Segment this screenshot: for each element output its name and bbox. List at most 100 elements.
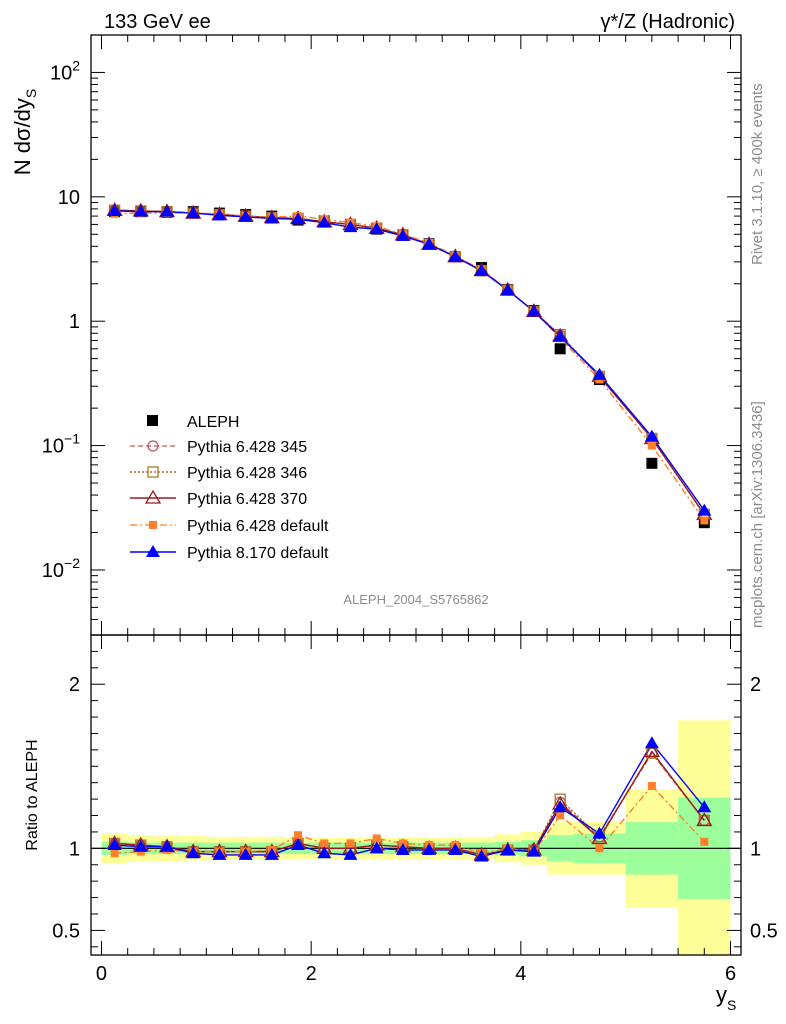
ratio-point-pythia-6-default xyxy=(372,834,381,843)
x-axis-label: yS xyxy=(716,982,736,1013)
ratio-y-axis-label: Ratio to ALEPH xyxy=(24,739,41,850)
ratio-point-pythia-8-default xyxy=(107,838,122,851)
main-y-axis-label: N dσ/dyS xyxy=(10,89,39,176)
main-point-pythia-8-default xyxy=(160,204,175,217)
ratio-point-pythia-6-default xyxy=(647,781,656,790)
main-point-pythia-8-default xyxy=(291,212,306,225)
x-tick-label: 4 xyxy=(515,963,526,985)
main-point-pythia-8-default xyxy=(697,503,712,516)
ratio-uncertainty-bands xyxy=(101,720,731,955)
ratio-plot-panel: 0.5 0.5 1 1 2 2 0 2 4 6 xyxy=(52,634,778,985)
x-tick-label: 2 xyxy=(306,963,317,985)
main-point-pythia-8-default xyxy=(264,211,279,224)
main-point-pythia-8-default xyxy=(317,215,332,228)
main-point-pythia-6-default xyxy=(700,516,709,525)
main-point-pythia-8-default xyxy=(343,220,358,233)
ratio-point-pythia-8-default xyxy=(238,847,253,860)
ratio-point-pythia-370 xyxy=(696,812,713,827)
svg-text:yS: yS xyxy=(716,982,736,1013)
ratio-y-tick-label-right: 0.5 xyxy=(750,920,778,942)
ratio-point-pythia-8-default xyxy=(369,841,384,854)
main-y-tick-label: 10 xyxy=(58,187,80,209)
legend-label-aleph: ALEPH xyxy=(187,414,239,431)
mcplots-reference-label: mcplots.cern.ch [arXiv:1306.3436] xyxy=(749,401,766,628)
plot-title-left: 133 GeV ee xyxy=(104,11,211,33)
ratio-y-tick-label-right: 1 xyxy=(750,838,761,860)
ratio-point-pythia-8-default xyxy=(644,736,659,749)
legend-marker-pythia-6-default xyxy=(149,521,157,529)
main-point-pythia-8-default xyxy=(526,304,541,317)
ratio-plot-series xyxy=(106,736,713,862)
main-point-pythia-8-default xyxy=(212,208,227,221)
main-y-tick-label: 1 xyxy=(69,311,80,333)
ratio-point-pythia-8-default xyxy=(500,842,515,855)
ratio-point-pythia-6-default xyxy=(110,849,119,858)
ratio-y-tick-label-right: 2 xyxy=(750,674,761,696)
ratio-point-pythia-8-default xyxy=(343,847,358,860)
ratio-point-pythia-6-default xyxy=(346,839,355,848)
ratio-y-tick-label-left: 1 xyxy=(69,838,80,860)
ratio-point-pythia-8-default xyxy=(474,849,489,862)
main-point-pythia-8-default xyxy=(107,203,122,216)
main-y-axis-label-text: N dσ/dy xyxy=(10,98,35,175)
main-point-pythia-8-default xyxy=(448,249,463,262)
legend-entry-pythia-370: Pythia 6.428 370 xyxy=(130,489,307,508)
ratio-point-pythia-8-default xyxy=(212,847,227,860)
legend-marker-pythia-370 xyxy=(144,489,162,504)
legend-label-pythia-6-default: Pythia 6.428 default xyxy=(187,518,329,535)
legend-label-pythia-346: Pythia 6.428 346 xyxy=(187,465,307,482)
legend-marker-pythia-8-default xyxy=(146,545,160,557)
legend: ALEPH Pythia 6.428 345 Pythia 6.428 346 … xyxy=(130,414,329,562)
ratio-point-pythia-8-default xyxy=(317,846,332,859)
legend-label-pythia-370: Pythia 6.428 370 xyxy=(187,491,307,508)
main-y-tick-label: 10−2 xyxy=(42,555,80,582)
main-point-pythia-8-default xyxy=(133,204,148,217)
ratio-point-pythia-6-default xyxy=(294,831,303,840)
ratio-point-pythia-8-default xyxy=(395,842,410,855)
ratio-point-pythia-370 xyxy=(643,743,661,758)
legend-entry-pythia-8-default: Pythia 8.170 default xyxy=(130,545,329,562)
main-point-pythia-8-default xyxy=(186,206,201,219)
main-plot-ticks: 10−2 10−1 1 10 102 xyxy=(42,34,741,636)
ratio-point-pythia-8-default xyxy=(592,826,607,839)
ratio-point-pythia-8-default xyxy=(133,839,148,852)
ratio-point-pythia-8-default xyxy=(160,839,175,852)
main-y-tick-label: 102 xyxy=(50,57,80,84)
x-tick-label: 6 xyxy=(725,963,736,985)
main-point-pythia-8-default xyxy=(644,429,659,442)
main-y-tick-label: 10−1 xyxy=(42,431,80,458)
ratio-point-pythia-8-default xyxy=(526,844,541,857)
main-point-pythia-8-default xyxy=(500,283,515,296)
main-point-pythia-8-default xyxy=(395,228,410,241)
main-plot-panel: 10−2 10−1 1 10 102 xyxy=(42,34,742,636)
main-plot-series xyxy=(106,201,713,529)
ratio-point-pythia-8-default xyxy=(697,800,712,813)
ratio-point-pythia-8-default xyxy=(186,846,201,859)
main-point-pythia-8-default xyxy=(422,237,437,250)
x-axis-label-text: y xyxy=(716,982,727,1007)
ratio-point-pythia-8-default xyxy=(422,842,437,855)
main-point-pythia-8-default xyxy=(369,222,384,235)
main-point-pythia-8-default xyxy=(238,209,253,222)
legend-marker-pythia-346 xyxy=(147,466,159,478)
legend-label-pythia-8-default: Pythia 8.170 default xyxy=(187,545,329,562)
ratio-y-tick-label-left: 2 xyxy=(69,674,80,696)
x-tick-label: 0 xyxy=(96,963,107,985)
ratio-point-pythia-6-default xyxy=(595,844,604,853)
legend-entry-pythia-345: Pythia 6.428 345 xyxy=(130,439,307,456)
main-point-pythia-8-default xyxy=(474,263,489,276)
ratio-point-pythia-8-default xyxy=(448,842,463,855)
ratio-point-pythia-6-default xyxy=(556,811,565,820)
ratio-point-pythia-8-default xyxy=(291,838,306,851)
ratio-point-pythia-8-default xyxy=(553,800,568,813)
legend-entry-pythia-6-default: Pythia 6.428 default xyxy=(130,518,329,535)
legend-entry-pythia-346: Pythia 6.428 346 xyxy=(130,465,307,482)
main-point-pythia-8-default xyxy=(553,329,568,342)
rivet-version-label: Rivet 3.1.10, ≥ 400k events xyxy=(749,83,766,265)
main-point-pythia-6-default xyxy=(647,441,656,450)
main-y-axis-label-subscript: S xyxy=(23,89,39,98)
plot-title-right: γ*/Z (Hadronic) xyxy=(601,11,735,33)
legend-marker-aleph xyxy=(147,415,158,426)
ratio-point-pythia-6-default xyxy=(700,837,709,846)
